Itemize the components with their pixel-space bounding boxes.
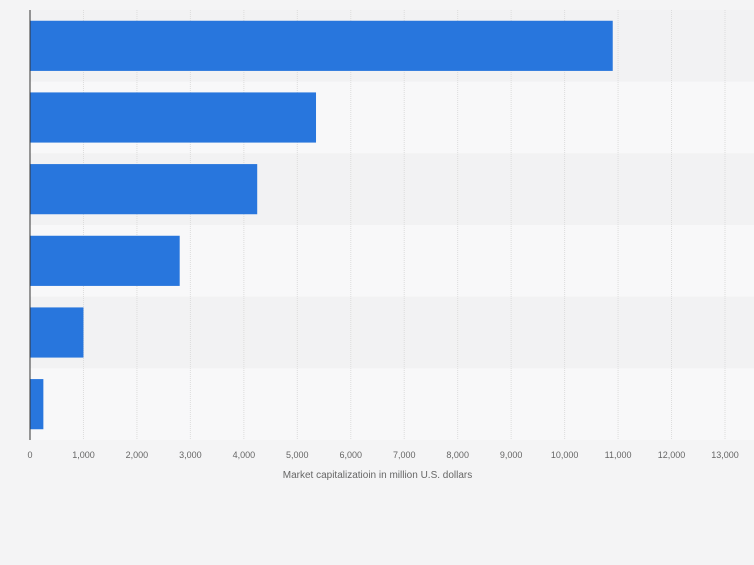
bar[interactable]: [30, 235, 180, 286]
x-tick-label: 8,000: [446, 450, 469, 460]
x-tick-label: 6,000: [340, 450, 363, 460]
x-tick-label: 13,000: [711, 450, 739, 460]
row-band: [30, 368, 754, 440]
bar[interactable]: [30, 92, 317, 143]
x-tick-label: 10,000: [551, 450, 579, 460]
x-tick-label: 9,000: [500, 450, 523, 460]
bar[interactable]: [30, 379, 44, 430]
x-tick-label: 12,000: [658, 450, 686, 460]
bar[interactable]: [30, 164, 258, 215]
x-tick-label: 7,000: [393, 450, 416, 460]
x-tick-label: 4,000: [233, 450, 256, 460]
row-band: [30, 296, 754, 369]
x-tick-label: 3,000: [179, 450, 202, 460]
x-axis-label: Market capitalizatioin in million U.S. d…: [283, 470, 473, 481]
row-bands: [30, 10, 754, 440]
x-tick-label: 1,000: [72, 450, 95, 460]
x-tick-label: 5,000: [286, 450, 309, 460]
bar[interactable]: [30, 20, 613, 71]
x-axis-ticks: 0 1,000 2,000 3,000 4,000 5,000 6,000 7,000 8,00…: [27, 450, 738, 460]
x-tick-label: 0: [27, 450, 32, 460]
bars: [30, 20, 613, 430]
gridlines: [82, 10, 726, 440]
bar[interactable]: [30, 307, 84, 358]
x-tick-label: 2,000: [126, 450, 149, 460]
x-tick-label: 11,000: [605, 450, 632, 460]
